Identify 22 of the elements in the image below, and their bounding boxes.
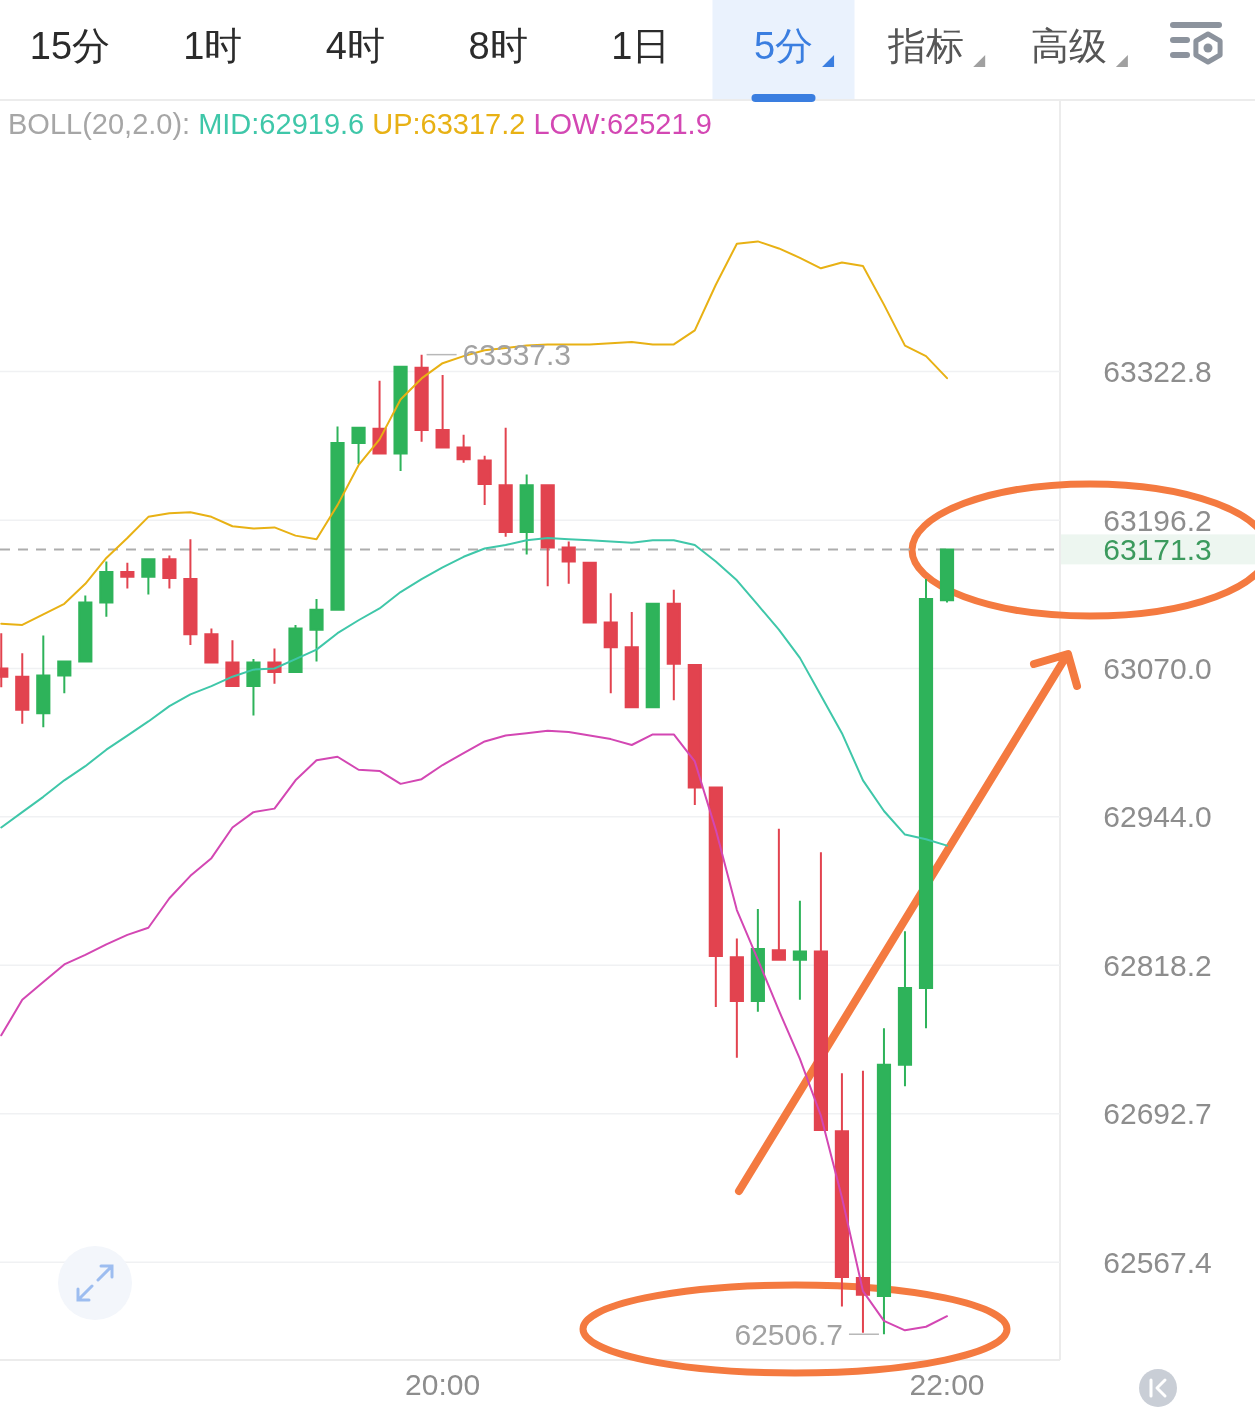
tab-label: 指标 (888, 25, 965, 67)
tab-label: 1日 (611, 25, 671, 67)
y-tick-label: 62818.2 (1103, 948, 1212, 982)
y-tick-label: 63070.0 (1103, 651, 1212, 685)
legend-item: MID:62919.6 (198, 108, 365, 140)
tab-label: 8时 (468, 25, 528, 67)
y-tick-label: 62567.4 (1103, 1245, 1212, 1279)
tab-label: 15分 (29, 25, 111, 67)
x-tick-label: 22:00 (909, 1367, 985, 1401)
tab-label: 高级 (1030, 25, 1107, 67)
legend-title: BOLL(20,2.0): (8, 108, 191, 140)
x-tick-label: 20:00 (405, 1367, 481, 1401)
legend-item: LOW:62521.9 (533, 108, 712, 140)
tab-label: 1时 (183, 25, 243, 67)
annotation: 63337.3 (462, 338, 572, 372)
legend-item: UP:63317.2 (372, 108, 526, 140)
y-tick-label: 62692.7 (1103, 1097, 1212, 1131)
y-tick-label: 63322.8 (1103, 355, 1212, 389)
y-tick-label: 62944.0 (1103, 800, 1212, 834)
tab-label: 4时 (325, 25, 385, 67)
tab-label: 5分 (753, 25, 814, 67)
annotation: 62506.7 (734, 1317, 843, 1351)
